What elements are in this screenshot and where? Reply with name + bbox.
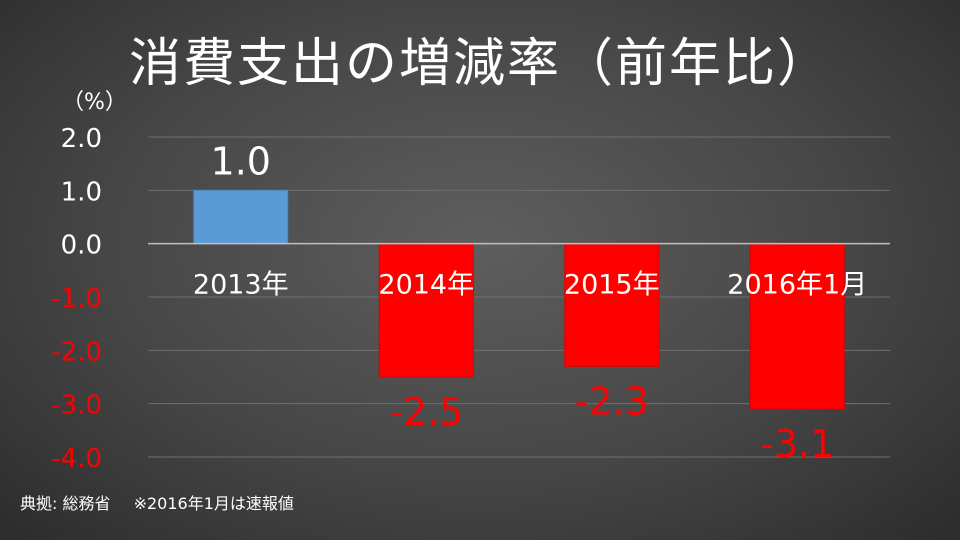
- data-label: -3.1: [760, 422, 834, 466]
- bar: [378, 243, 474, 378]
- bar: [193, 189, 289, 245]
- data-label: 1.0: [211, 139, 271, 183]
- source-label: 典拠: 総務省: [20, 494, 111, 513]
- data-label: -2.3: [575, 379, 649, 423]
- y-tick-label: 2.0: [61, 124, 102, 154]
- y-tick-label: -1.0: [51, 284, 102, 314]
- x-category-label: 2014年: [378, 270, 474, 301]
- bar: [564, 243, 660, 367]
- y-tick-label: 0.0: [61, 231, 102, 261]
- bar: [749, 243, 845, 410]
- x-category-label: 2013年: [193, 270, 289, 301]
- y-tick-label: -4.0: [51, 444, 102, 474]
- data-label: -2.5: [389, 390, 463, 434]
- y-tick-label: -2.0: [51, 337, 102, 367]
- y-tick-label: -3.0: [51, 391, 102, 421]
- y-axis-unit-label: （%）: [62, 90, 127, 115]
- source-note: 典拠: 総務省 ※2016年1月は速報値: [20, 490, 312, 514]
- y-tick-label: 1.0: [61, 177, 102, 207]
- x-category-label: 2016年1月: [727, 270, 867, 301]
- chart-title: 消費支出の増減率（前年比）: [128, 34, 831, 94]
- x-category-label: 2015年: [564, 270, 660, 301]
- preliminary-note: ※2016年1月は速報値: [133, 494, 294, 513]
